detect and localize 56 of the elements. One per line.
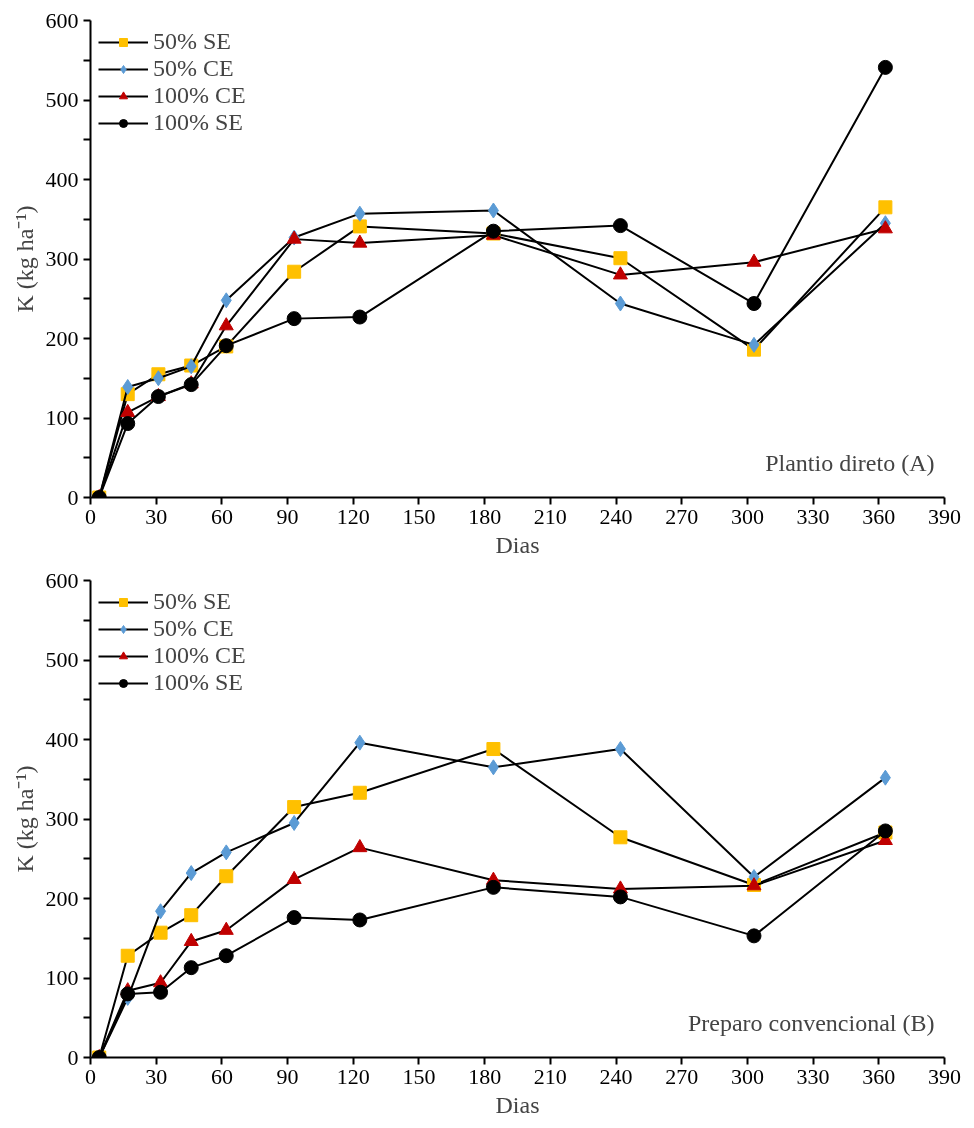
x-axis-title: Dias bbox=[495, 1091, 540, 1118]
x-tick-label: 390 bbox=[928, 503, 961, 529]
x-tick-label: 300 bbox=[730, 503, 764, 529]
x-tick-label: 240 bbox=[599, 1063, 633, 1089]
y-axis-title: K (kg ha⁻¹) bbox=[11, 205, 38, 313]
x-tick-label: 60 bbox=[210, 1063, 233, 1089]
x-tick-label: 180 bbox=[468, 1063, 502, 1089]
y-tick-label: 0 bbox=[67, 484, 79, 510]
y-tick-label: 300 bbox=[45, 806, 79, 831]
y-axis-title: K (kg ha⁻¹) bbox=[11, 765, 38, 873]
x-tick-label: 90 bbox=[276, 1063, 299, 1089]
annotation: Plantio direto (A) bbox=[765, 449, 935, 476]
legend-label: 50% CE bbox=[153, 615, 234, 642]
x-axis-title: Dias bbox=[495, 531, 540, 558]
x-tick-label: 150 bbox=[402, 503, 436, 529]
y-tick-label: 600 bbox=[45, 7, 79, 33]
x-tick-label: 210 bbox=[533, 1063, 567, 1089]
y-tick-label: 500 bbox=[45, 87, 79, 112]
y-tick-label: 300 bbox=[45, 246, 79, 271]
y-tick-label: 200 bbox=[45, 325, 79, 351]
x-tick-label: 30 bbox=[145, 503, 168, 529]
legend-label: 50% CE bbox=[153, 55, 234, 82]
x-tick-label: 360 bbox=[862, 503, 896, 529]
x-tick-label: 0 bbox=[85, 503, 96, 529]
x-tick-label: 0 bbox=[85, 1063, 96, 1089]
y-tick-label: 400 bbox=[45, 726, 79, 752]
y-tick-label: 500 bbox=[45, 647, 79, 672]
x-tick-label: 210 bbox=[533, 503, 567, 529]
x-tick-label: 60 bbox=[210, 503, 233, 529]
y-tick-label: 600 bbox=[45, 567, 79, 593]
legend-label: 50% SE bbox=[153, 28, 231, 55]
annotation: Preparo convencional (B) bbox=[687, 1009, 935, 1036]
y-tick-label: 100 bbox=[45, 965, 79, 990]
legend-label: 100% CE bbox=[153, 642, 246, 669]
legend-label: 100% CE bbox=[153, 82, 246, 109]
x-tick-label: 300 bbox=[730, 1063, 764, 1089]
x-tick-label: 120 bbox=[336, 503, 370, 529]
x-tick-label: 120 bbox=[336, 1063, 370, 1089]
y-tick-label: 400 bbox=[45, 166, 79, 192]
legend-label: 100% SE bbox=[153, 669, 243, 696]
x-tick-label: 390 bbox=[928, 1063, 961, 1089]
x-tick-label: 30 bbox=[145, 1063, 168, 1089]
x-tick-label: 270 bbox=[665, 1063, 699, 1089]
y-tick-label: 200 bbox=[45, 885, 79, 911]
y-tick-label: 100 bbox=[45, 405, 79, 430]
x-tick-label: 270 bbox=[665, 503, 699, 529]
x-tick-label: 180 bbox=[468, 503, 502, 529]
legend-label: 100% SE bbox=[153, 109, 243, 136]
legend-label: 50% SE bbox=[153, 588, 231, 615]
y-tick-label: 0 bbox=[67, 1044, 79, 1070]
x-tick-label: 150 bbox=[402, 1063, 436, 1089]
x-tick-label: 330 bbox=[796, 1063, 830, 1089]
x-tick-label: 90 bbox=[276, 503, 299, 529]
x-tick-label: 330 bbox=[796, 503, 830, 529]
x-tick-label: 360 bbox=[862, 1063, 896, 1089]
x-tick-label: 240 bbox=[599, 503, 633, 529]
